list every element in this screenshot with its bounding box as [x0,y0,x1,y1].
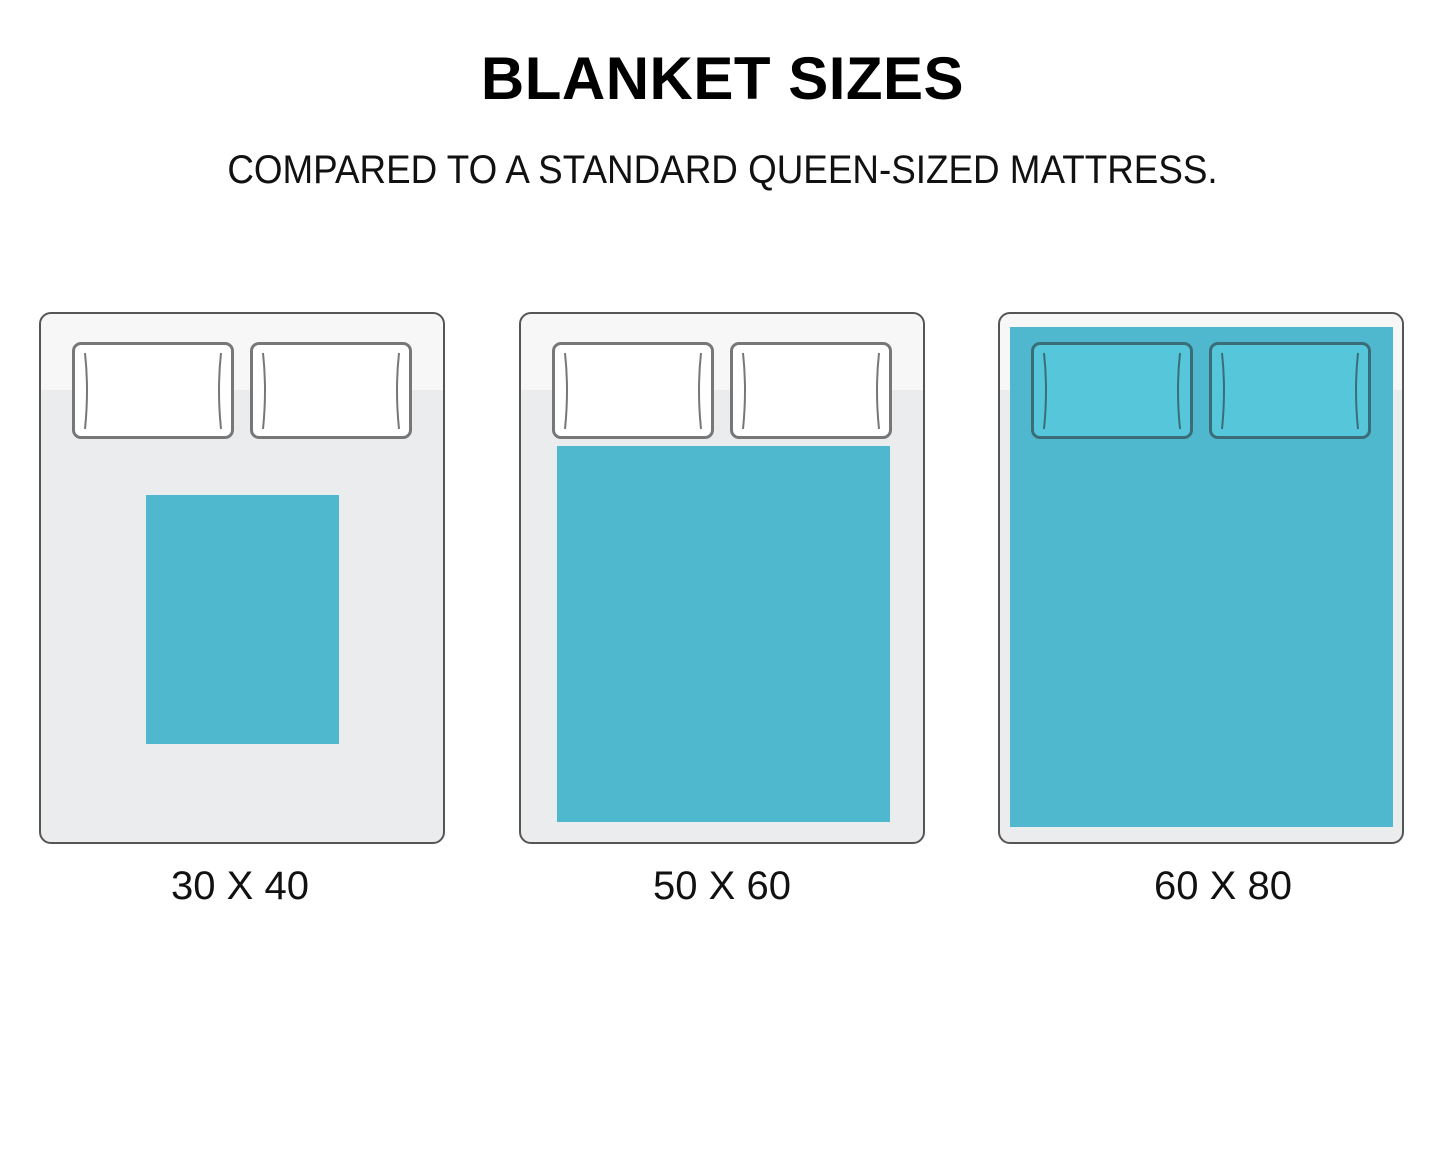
pillow-icon [1031,342,1193,439]
size-label: 30 X 40 [171,864,309,908]
blanket-30x40 [146,495,339,744]
pillow-icon [250,342,412,439]
mattress-60x80 [998,312,1404,844]
page-title: BLANKET SIZES [480,45,965,112]
pillow-icon [72,342,234,439]
blanket-50x60 [557,446,890,822]
mattress-50x60 [519,312,925,844]
pillow-icon [730,342,892,439]
mattress-30x40 [39,312,445,844]
size-label: 60 X 80 [1154,864,1292,908]
pillow-icon [1209,342,1371,439]
pillow-icon [552,342,714,439]
page-subtitle: COMPARED TO A STANDARD QUEEN-SIZED MATTR… [227,148,1218,192]
size-label: 50 X 60 [653,864,791,908]
